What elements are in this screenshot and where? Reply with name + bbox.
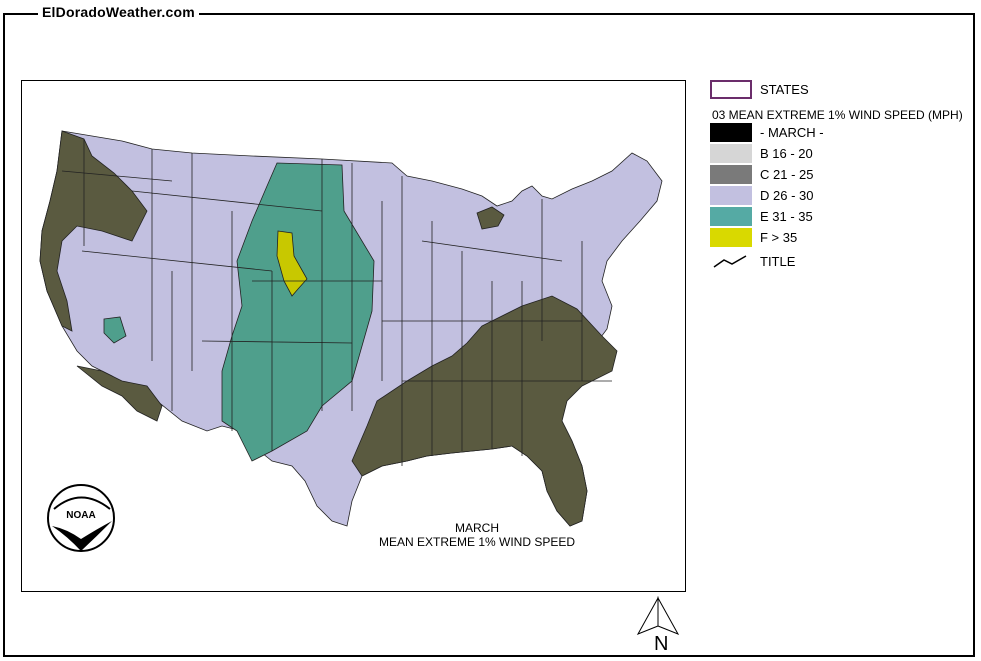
region-very-high [276, 230, 308, 297]
noaa-logo-text: NOAA [66, 510, 95, 521]
region-high-plains [221, 162, 375, 462]
legend-states-label: STATES [760, 82, 809, 97]
legend-class-swatch [710, 207, 752, 226]
legend-class-label: E 31 - 35 [760, 209, 813, 224]
legend-class-swatch [710, 186, 752, 205]
state-borders [61, 139, 612, 466]
map-frame: NOAA MARCH MEAN EXTREME 1% WIND SPEED [21, 80, 686, 592]
legend-class-swatch [710, 123, 752, 142]
wind-speed-map: NOAA [39, 130, 663, 552]
caption-title: MEAN EXTREME 1% WIND SPEED [378, 535, 576, 549]
north-arrow-icon [636, 596, 680, 635]
region-high-nevada [103, 316, 127, 344]
legend-layer-title: 03 MEAN EXTREME 1% WIND SPEED (MPH) [712, 108, 963, 122]
site-title[interactable]: ElDoradoWeather.com [38, 4, 199, 20]
region-low-michigan [476, 206, 505, 230]
north-label: N [654, 633, 669, 655]
legend-title-entry: TITLE [710, 252, 795, 272]
legend: STATES 03 MEAN EXTREME 1% WIND SPEED (MP… [710, 80, 981, 280]
legend-class-label: C 21 - 25 [760, 167, 814, 182]
page-frame [3, 13, 975, 657]
legend-class-label: F > 35 [760, 230, 798, 245]
legend-class-label: B 16 - 20 [760, 146, 813, 161]
map-caption: MARCH MEAN EXTREME 1% WIND SPEED [332, 521, 622, 549]
legend-class-label: D 26 - 30 [760, 188, 814, 203]
region-low-socal [76, 365, 163, 422]
legend-class-label: - MARCH - [760, 125, 824, 140]
states-swatch [710, 80, 752, 99]
caption-month: MARCH [455, 521, 499, 535]
legend-title-label: TITLE [760, 254, 796, 269]
region-low-southeast [351, 295, 618, 527]
legend-class-swatch [710, 165, 752, 184]
noaa-logo: NOAA [47, 484, 115, 552]
title-line-icon [713, 255, 747, 268]
legend-class-swatch [710, 144, 752, 163]
legend-class-swatch [710, 228, 752, 247]
